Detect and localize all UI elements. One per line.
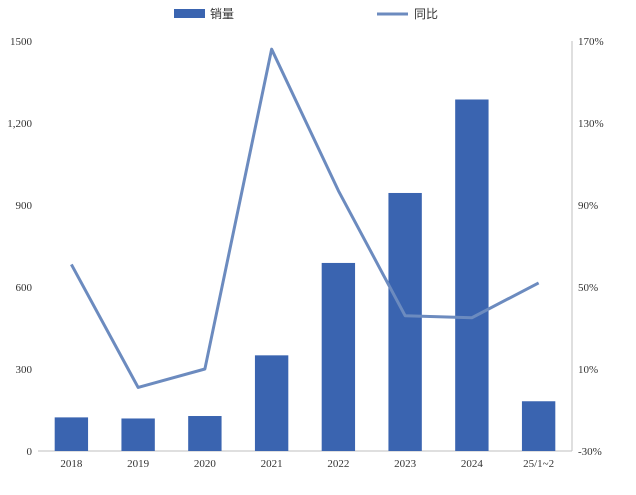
y-right-tick-label: 10% bbox=[578, 364, 598, 376]
y-left-tick-label: 300 bbox=[16, 364, 33, 376]
y-right-tick-label: -30% bbox=[578, 446, 602, 458]
x-tick-label: 2023 bbox=[394, 458, 417, 470]
y-left-tick-label: 1500 bbox=[10, 36, 33, 48]
legend-swatch-sales bbox=[174, 9, 205, 18]
x-tick-label: 2021 bbox=[261, 458, 283, 470]
y-right-tick-label: 170% bbox=[578, 36, 604, 48]
y-right-tick-label: 90% bbox=[578, 200, 598, 212]
x-tick-label: 2018 bbox=[60, 458, 83, 470]
x-tick-label: 25/1~2 bbox=[523, 458, 554, 470]
y-left-tick-label: 1,200 bbox=[7, 118, 32, 130]
bar-2020 bbox=[188, 416, 222, 451]
bar-2022 bbox=[321, 262, 356, 451]
y-left-tick-label: 0 bbox=[27, 446, 33, 458]
bar-2023 bbox=[388, 192, 422, 451]
legend: 销量 同比 bbox=[174, 7, 438, 21]
legend-label-yoy: 同比 bbox=[414, 7, 438, 21]
legend-label-sales: 销量 bbox=[210, 7, 234, 21]
x-tick-label: 2019 bbox=[127, 458, 150, 470]
plot-area: 0 300 600 900 1,200 1500 -30% 10% 50% 90% 130% 170%… bbox=[7, 36, 603, 470]
y-left-tick-label: 900 bbox=[16, 200, 33, 212]
bar-25/1~2 bbox=[521, 401, 556, 451]
x-tick-label: 2022 bbox=[327, 458, 349, 470]
x-tick-label: 2020 bbox=[194, 458, 217, 470]
bar-2018 bbox=[54, 417, 89, 451]
bar-2024 bbox=[455, 99, 489, 451]
bar-2019 bbox=[121, 418, 155, 451]
yoy-line bbox=[70, 47, 540, 389]
bar-2021 bbox=[254, 355, 289, 451]
y-right-tick-label: 130% bbox=[578, 118, 604, 130]
x-tick-label: 2024 bbox=[461, 458, 484, 470]
y-left-tick-label: 600 bbox=[16, 282, 33, 294]
y-right-tick-label: 50% bbox=[578, 282, 598, 294]
